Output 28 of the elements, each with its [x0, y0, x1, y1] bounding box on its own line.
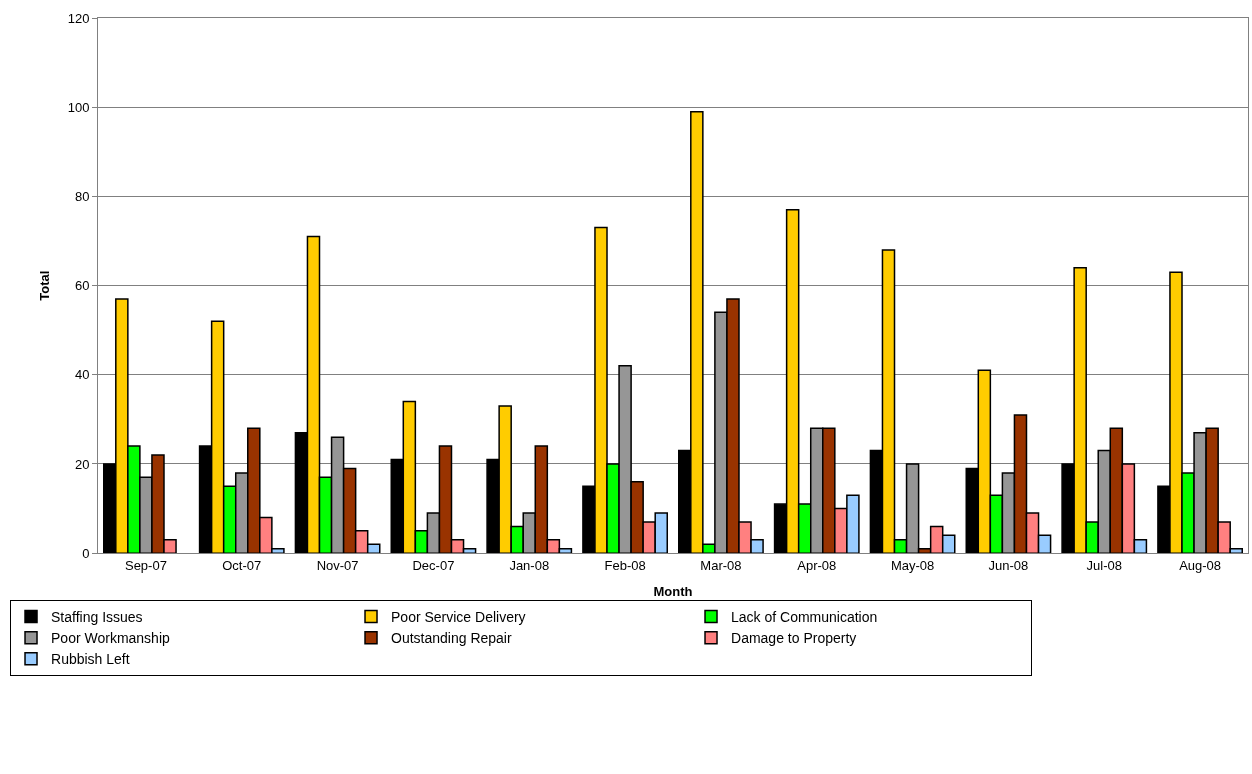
y-tick-label: 80: [74, 188, 90, 204]
x-tick-label: Mar-08: [700, 557, 742, 573]
legend-label: Poor Workmanship: [51, 630, 171, 647]
x-tick-label: Apr-08: [797, 557, 837, 573]
y-axis-title: Total: [36, 270, 52, 301]
x-tick-label: Aug-08: [1179, 557, 1222, 573]
x-tick-label: Jul-08: [1086, 557, 1122, 573]
x-tick-label: Sep-07: [124, 557, 167, 573]
x-axis-title: Month: [653, 584, 693, 600]
x-tick-label: May-08: [890, 557, 935, 573]
x-tick-label: Nov-07: [316, 557, 359, 573]
x-tick-label: Dec-07: [412, 557, 455, 573]
y-tick-label: 60: [74, 278, 90, 294]
x-tick-label: Oct-07: [222, 557, 262, 573]
y-tick-label: 100: [67, 99, 90, 115]
legend-label: Staffing Issues: [51, 608, 143, 625]
x-tick-label: Feb-08: [604, 557, 646, 573]
y-tick-label: 40: [74, 367, 90, 383]
legend-label: Outstanding Repair: [391, 630, 512, 647]
legend-label: Lack of Communication: [731, 608, 878, 625]
legend-label: Poor Service Delivery: [391, 608, 526, 625]
y-tick-label: 120: [67, 10, 90, 26]
x-tick-label: Jun-08: [988, 557, 1029, 573]
legend-label: Damage to Property: [731, 630, 857, 647]
y-tick-label: 20: [74, 456, 90, 472]
x-tick-label: Jan-08: [509, 557, 550, 573]
legend-label: Rubbish Left: [51, 651, 130, 668]
y-tick-label: 0: [82, 545, 90, 561]
